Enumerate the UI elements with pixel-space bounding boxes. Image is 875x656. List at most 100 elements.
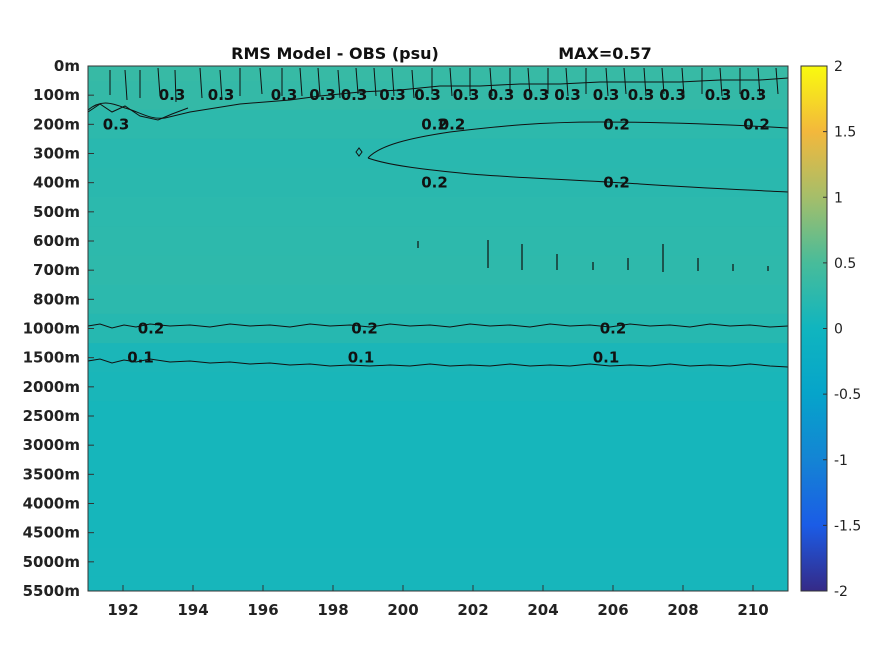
contour-tick-marks-700m <box>417 240 769 272</box>
contour-label: 0.3 <box>341 86 368 104</box>
heatmap-band <box>88 518 788 548</box>
y-tick-label: 1000m <box>23 320 80 338</box>
y-tick-label: 3000m <box>23 436 80 454</box>
y-tick-label: 700m <box>33 261 80 279</box>
y-tick-label: 300m <box>33 145 80 163</box>
heatmap-band <box>88 197 788 227</box>
y-tick-label: 1500m <box>23 349 80 367</box>
heatmap-band <box>88 372 788 402</box>
surface-contour <box>87 77 789 119</box>
contour-label: 0.3 <box>309 86 336 104</box>
contour-label: 0.3 <box>379 86 406 104</box>
contour-label: 0.3 <box>103 115 130 133</box>
heatmap-band <box>88 138 788 169</box>
x-axis: 192 194 196 198 200 202 204 206 208 210 <box>107 585 769 619</box>
y-tick-label: 200m <box>33 115 80 133</box>
heatmap-band <box>88 168 788 198</box>
y-tick-label: 0m <box>54 57 80 75</box>
heatmap-band <box>88 313 788 344</box>
x-tick-label: 210 <box>737 601 768 619</box>
contour-label: 0.2 <box>743 115 770 133</box>
contour-label: 0.2 <box>138 320 165 338</box>
x-tick-label: 198 <box>317 601 348 619</box>
colorbar-tick-label: 2 <box>834 59 843 75</box>
contour-0.2-deep <box>87 323 789 329</box>
x-tick-label: 192 <box>107 601 138 619</box>
y-tick-label: 600m <box>33 232 80 250</box>
contour-label: 0.1 <box>127 349 154 367</box>
y-tick-label: 5000m <box>23 553 80 571</box>
contour-labels: 0.30.3 0.3 0.3 0.3 0.3 0.3 0.3 0.3 0.3 0.3 0.3 0.3 0… <box>103 86 770 367</box>
contour-label: 0.2 <box>421 174 448 192</box>
contour-label: 0.2 <box>603 174 630 192</box>
y-tick-label: 2000m <box>23 378 80 396</box>
contour-label: 0.2 <box>439 115 466 133</box>
contour-label: 0.3 <box>628 86 655 104</box>
colorbar-ticks: 2 1.5 1 0.5 0 -0.5 -1 -1.5 -2 <box>823 59 861 600</box>
contour-label: 0.3 <box>659 86 686 104</box>
colorbar-tick-label: 0.5 <box>834 256 856 272</box>
max-label: MAX=0.57 <box>558 44 652 63</box>
contour-label: 0.3 <box>159 86 186 104</box>
contour-0.3-shallow <box>87 103 189 121</box>
colorbar-tick-label: -1.5 <box>834 518 861 534</box>
colorbar-tick-label: 0 <box>834 322 843 338</box>
contour-label: 0.2 <box>421 115 448 133</box>
heatmap-band <box>88 547 788 577</box>
plot-area: 0.30.3 0.3 0.3 0.3 0.3 0.3 0.3 0.3 0.3 0.3 0.3 0.3 0… <box>87 65 789 592</box>
x-tick-label: 208 <box>667 601 698 619</box>
contour-label: 0.3 <box>554 86 581 104</box>
contour-0.2-lower <box>367 157 789 193</box>
y-tick-label: 800m <box>33 290 80 308</box>
contour-label: 0.3 <box>593 86 620 104</box>
contour-label: 0.2 <box>351 320 378 338</box>
surface-spikes <box>109 67 779 103</box>
y-tick-label: 3500m <box>23 465 80 483</box>
colorbar-tick-label: -1 <box>834 453 848 469</box>
x-tick-label: 196 <box>247 601 278 619</box>
contour-label: 0.3 <box>488 86 515 104</box>
contour-0.2-upper <box>367 121 789 159</box>
contour-small-loop <box>355 147 363 157</box>
heatmap-band <box>88 343 788 373</box>
heatmap-band <box>88 226 788 257</box>
y-tick-label: 4500m <box>23 524 80 542</box>
heatmap-band <box>88 401 788 432</box>
heatmap-band <box>88 459 788 490</box>
colorbar-tick-label: -0.5 <box>834 387 861 403</box>
y-tick-label: 500m <box>33 203 80 221</box>
x-tick-label: 204 <box>527 601 558 619</box>
contour-label: 0.3 <box>453 86 480 104</box>
y-tick-label: 400m <box>33 174 80 192</box>
chart-title: RMS Model - OBS (psu) <box>231 44 439 63</box>
heatmap-band <box>88 255 788 286</box>
x-tick-label: 202 <box>457 601 488 619</box>
heatmap-depth-bands <box>88 66 788 592</box>
contour-label: 0.3 <box>271 86 298 104</box>
x-tick-label: 206 <box>597 601 628 619</box>
heatmap-band <box>88 80 788 111</box>
y-tick-label: 5500m <box>23 582 80 600</box>
heatmap-band <box>88 430 788 461</box>
contour-label: 0.1 <box>593 349 620 367</box>
colorbar-tick-label: -2 <box>834 584 848 600</box>
contour-lines <box>87 67 789 368</box>
heatmap-band <box>88 109 788 140</box>
x-tick-label: 194 <box>177 601 208 619</box>
colorbar: 2 1.5 1 0.5 0 -0.5 -1 -1.5 -2 <box>800 59 861 600</box>
contour-label: 0.3 <box>740 86 767 104</box>
y-tick-label: 100m <box>33 86 80 104</box>
contour-label: 0.1 <box>348 349 375 367</box>
colorbar-tick-label: 1.5 <box>834 125 856 141</box>
contour-label: 0.3 <box>208 86 235 104</box>
contour-label: 0.3 <box>523 86 550 104</box>
contour-label: 0.3 <box>705 86 732 104</box>
x-tick-label: 200 <box>387 601 418 619</box>
contour-0.1-deep <box>87 358 789 368</box>
heatmap-band <box>88 488 788 519</box>
colorbar-tick-label: 1 <box>834 190 843 206</box>
y-axis: 0m 100m 200m 300m 400m 500m 600m 700m 800m 1000m 1… <box>23 57 94 600</box>
y-tick-label: 2500m <box>23 407 80 425</box>
heatmap-band <box>88 66 788 82</box>
